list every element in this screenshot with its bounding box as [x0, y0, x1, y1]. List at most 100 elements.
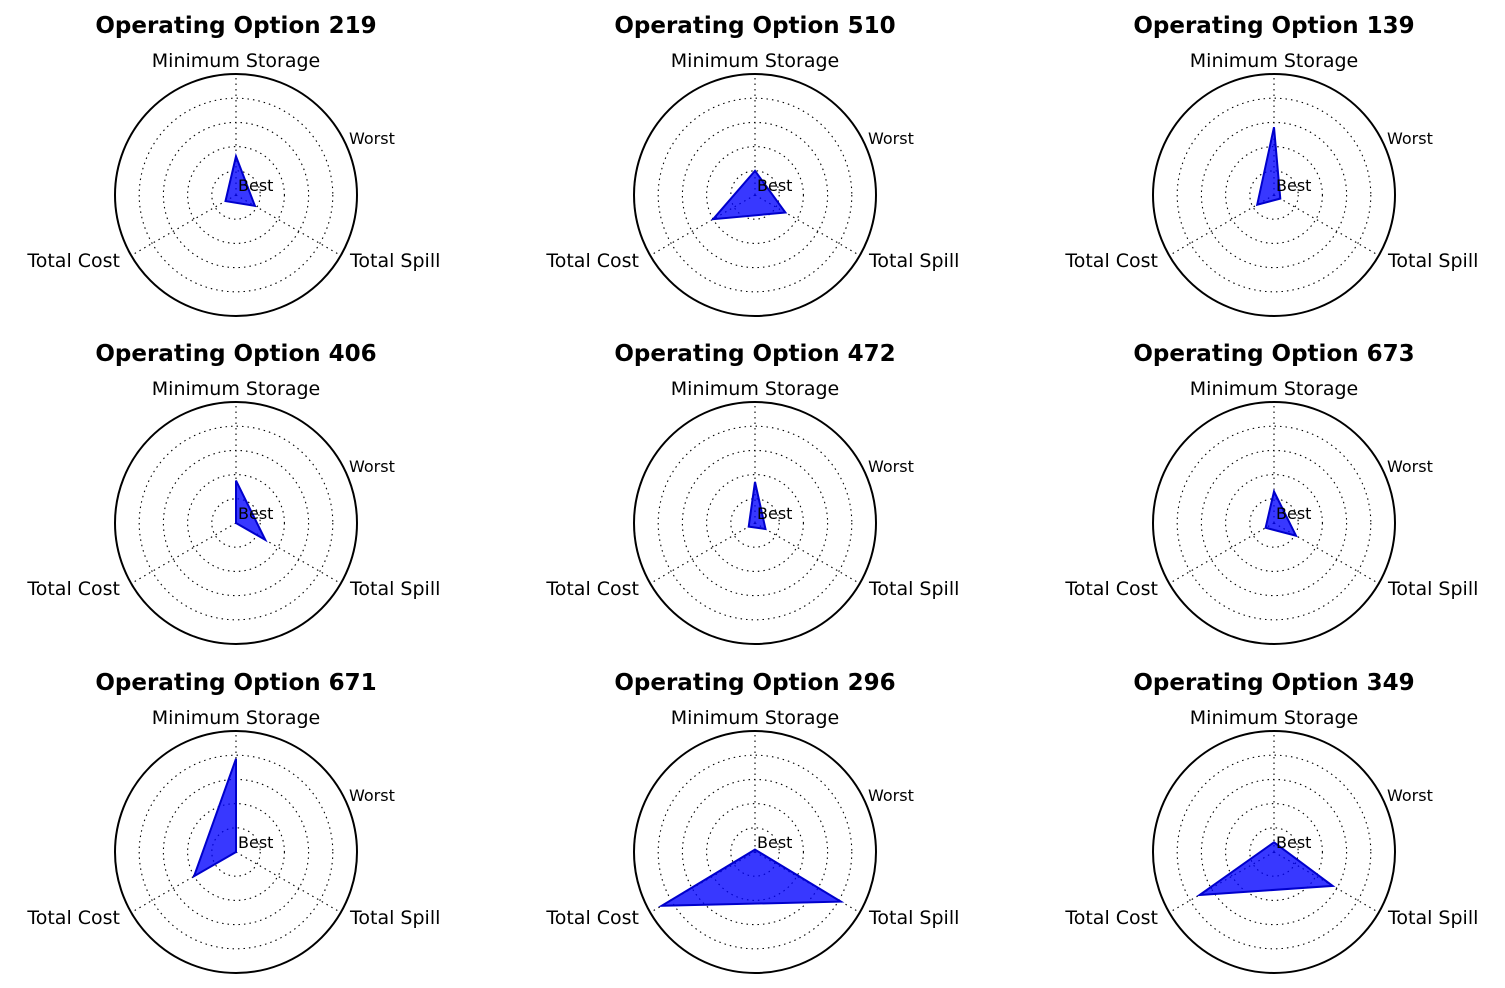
- radar-panel: Operating Option 219 Best Worst Minimum Sto…: [26, 13, 440, 317]
- axis-label-total-spill: Total Spill: [349, 907, 440, 929]
- grid-ring: [730, 498, 780, 548]
- radial-label-worst: Worst: [1387, 129, 1433, 148]
- axis-label-total-cost: Total Cost: [545, 578, 639, 600]
- radial-label-worst: Worst: [868, 457, 914, 476]
- axis-label-total-cost: Total Cost: [1064, 578, 1158, 600]
- chart-title: Operating Option 472: [614, 341, 895, 367]
- radar-panel: Operating Option 510 Best Worst Minimum Sto…: [545, 13, 959, 317]
- axis-label-total-spill: Total Spill: [868, 250, 959, 272]
- radial-label-best: Best: [1276, 176, 1311, 195]
- radar-panel: Operating Option 349 Best Worst Minimum Sto…: [1064, 670, 1478, 974]
- grid-ring: [1249, 498, 1299, 548]
- chart-title: Operating Option 406: [95, 341, 376, 367]
- radar-panel: Operating Option 406 Best Worst Minimum Sto…: [26, 341, 440, 645]
- axis-label-total-cost: Total Cost: [26, 250, 120, 272]
- axis-label-total-spill: Total Spill: [868, 907, 959, 929]
- grid-ring: [1249, 170, 1299, 220]
- chart-title: Operating Option 219: [95, 13, 376, 39]
- axis-spoke: [130, 851, 237, 913]
- grid-ring: [706, 474, 804, 572]
- radar-panel: Operating Option 671 Best Worst Minimum Sto…: [26, 670, 440, 974]
- axis-label-minimum-storage: Minimum Storage: [671, 378, 839, 400]
- radial-label-best: Best: [757, 176, 792, 195]
- data-polygon: [224, 152, 257, 208]
- data-polygon: [1196, 841, 1336, 897]
- radial-label-best: Best: [238, 833, 273, 852]
- grid-ring: [657, 97, 853, 293]
- axis-spoke: [130, 194, 237, 256]
- grid-ring: [730, 827, 780, 877]
- axis-spoke: [754, 194, 861, 256]
- axis-spoke: [235, 851, 342, 913]
- radar-frame: [114, 401, 358, 645]
- chart-title: Operating Option 510: [614, 13, 895, 39]
- grid-ring: [1225, 803, 1323, 901]
- grid-ring: [730, 170, 780, 220]
- radial-label-best: Best: [238, 504, 273, 523]
- chart-title: Operating Option 673: [1133, 341, 1414, 367]
- axis-spoke: [649, 522, 756, 584]
- radial-label-worst: Worst: [1387, 786, 1433, 805]
- data-polygon: [192, 758, 237, 879]
- radar-frame: [633, 73, 877, 317]
- radar-frame: [1152, 73, 1396, 317]
- axis-label-minimum-storage: Minimum Storage: [152, 50, 320, 72]
- radial-label-best: Best: [1276, 833, 1311, 852]
- grid-ring: [1225, 474, 1323, 572]
- axis-label-minimum-storage: Minimum Storage: [152, 707, 320, 729]
- axis-spoke: [130, 522, 237, 584]
- axis-label-minimum-storage: Minimum Storage: [1190, 378, 1358, 400]
- grid-ring: [211, 827, 261, 877]
- radar-panel: Operating Option 673 Best Worst Minimum Sto…: [1064, 341, 1478, 645]
- radial-label-best: Best: [238, 176, 273, 195]
- axis-label-total-spill: Total Spill: [1387, 250, 1478, 272]
- radial-label-worst: Worst: [868, 786, 914, 805]
- axis-spoke: [235, 194, 342, 256]
- radar-frame: [1152, 401, 1396, 645]
- grid-ring: [187, 146, 285, 244]
- grid-ring: [1176, 754, 1372, 950]
- radar-frame: [114, 730, 358, 974]
- data-polygon: [710, 169, 788, 221]
- chart-title: Operating Option 671: [95, 670, 376, 696]
- chart-title: Operating Option 139: [1133, 13, 1414, 39]
- data-polygon: [747, 481, 767, 531]
- axis-spoke: [1168, 522, 1275, 584]
- axis-spoke: [1273, 194, 1380, 256]
- grid-ring: [706, 146, 804, 244]
- axis-label-total-cost: Total Cost: [26, 907, 120, 929]
- data-polygon: [657, 848, 845, 907]
- grid-ring: [1176, 425, 1372, 621]
- radial-label-worst: Worst: [349, 457, 395, 476]
- radar-panel: Operating Option 139 Best Worst Minimum Sto…: [1064, 13, 1478, 317]
- grid-ring: [187, 803, 285, 901]
- axis-label-minimum-storage: Minimum Storage: [1190, 707, 1358, 729]
- grid-ring: [1249, 827, 1299, 877]
- grid-ring: [138, 425, 334, 621]
- axis-label-total-spill: Total Spill: [868, 578, 959, 600]
- radar-panel: Operating Option 296 Best Worst Minimum Sto…: [545, 670, 959, 974]
- grid-ring: [657, 425, 853, 621]
- axis-spoke: [1273, 522, 1380, 584]
- axis-label-minimum-storage: Minimum Storage: [671, 707, 839, 729]
- radial-label-worst: Worst: [1387, 457, 1433, 476]
- axis-label-minimum-storage: Minimum Storage: [152, 378, 320, 400]
- data-polygon: [235, 480, 268, 543]
- radial-label-best: Best: [757, 833, 792, 852]
- grid-ring: [211, 170, 261, 220]
- axis-label-minimum-storage: Minimum Storage: [671, 50, 839, 72]
- grid-ring: [187, 474, 285, 572]
- grid-ring: [657, 754, 853, 950]
- radar-frame: [633, 730, 877, 974]
- grid-ring: [211, 498, 261, 548]
- grid-ring: [138, 97, 334, 293]
- axis-spoke: [235, 522, 342, 584]
- chart-title: Operating Option 349: [1133, 670, 1414, 696]
- radial-label-worst: Worst: [349, 786, 395, 805]
- axis-spoke: [754, 522, 861, 584]
- grid-ring: [1225, 146, 1323, 244]
- axis-label-total-cost: Total Cost: [1064, 907, 1158, 929]
- radial-label-worst: Worst: [868, 129, 914, 148]
- grid-ring: [706, 803, 804, 901]
- axis-label-total-spill: Total Spill: [349, 250, 440, 272]
